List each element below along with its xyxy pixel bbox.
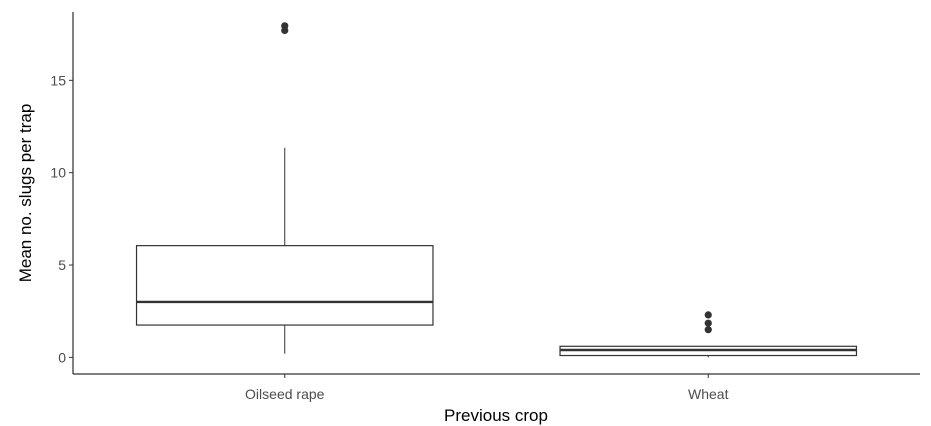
x-axis-title: Previous crop (444, 406, 548, 425)
outlier-point (281, 22, 289, 30)
x-tick-label: Oilseed rape (245, 386, 325, 402)
boxes-layer (135, 22, 858, 358)
box-body (135, 245, 434, 326)
x-ticks-layer: Oilseed rape Wheat (245, 374, 729, 402)
y-axis-title: Mean no. slugs per trap (16, 104, 35, 283)
y-tick-label: 15 (50, 72, 66, 88)
box-wheat (559, 311, 858, 358)
y-tick-label: 5 (58, 257, 66, 273)
box-oilseed-rape (135, 22, 434, 354)
outlier-point (704, 311, 712, 319)
outlier-point (704, 319, 712, 327)
y-tick-label: 0 (58, 349, 66, 365)
outlier-point (704, 326, 712, 334)
x-tick-label: Wheat (688, 386, 729, 402)
y-ticks-layer: 0 5 10 15 (50, 72, 73, 365)
y-tick-label: 10 (50, 165, 66, 181)
